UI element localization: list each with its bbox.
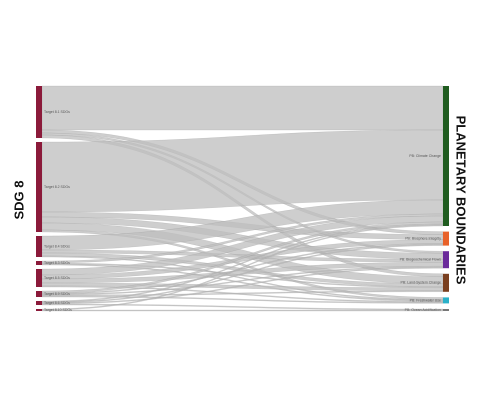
target-node	[443, 86, 449, 226]
target-label: PB: Biogeochemical Flows	[400, 258, 442, 262]
right-title: PLANETARY BOUNDARIES	[454, 116, 469, 285]
target-label: PB: Freshwater Use	[410, 298, 441, 302]
link	[41, 85, 444, 131]
source-label: Target 8.4 SDGs	[44, 244, 70, 248]
links	[41, 85, 444, 312]
source-node	[36, 86, 42, 138]
target-label: PB: Biosphere Integrity	[405, 237, 441, 241]
source-label: Target 8.3 SDGs	[44, 261, 70, 265]
source-node	[36, 142, 42, 232]
left-title: SDG 8	[11, 180, 26, 219]
target-label: PB: Climate Change	[409, 154, 441, 158]
source-label: Target 8.2 SDGs	[44, 185, 70, 189]
source-node	[36, 261, 42, 265]
source-node	[36, 301, 42, 305]
source-node	[36, 291, 42, 297]
source-node	[36, 269, 42, 287]
target-node	[443, 273, 449, 292]
source-label: Target 8.6 SDGs	[44, 301, 70, 305]
target-label: PB: Land-System Change	[401, 281, 442, 285]
target-node	[443, 251, 449, 269]
source-label: Target 8.9 SDGs	[44, 292, 70, 296]
link	[41, 129, 444, 213]
link	[41, 309, 444, 312]
target-node	[443, 231, 449, 246]
source-label: Target 8.5 SDGs	[44, 276, 70, 280]
source-node	[36, 309, 42, 311]
source-node	[36, 236, 42, 257]
target-node	[443, 297, 449, 304]
target-label: PB: Ocean Acidification	[405, 308, 441, 312]
source-label: Target 8.1 SDGs	[44, 110, 70, 114]
source-label: Target 8.10 SDGs	[44, 308, 72, 312]
target-node	[443, 309, 449, 311]
